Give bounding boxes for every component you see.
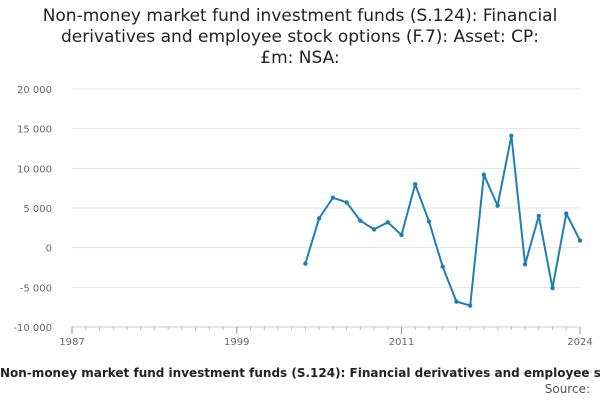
y-tick-label: 20 000: [17, 85, 52, 96]
data-point: [522, 262, 528, 267]
data-point: [385, 220, 390, 225]
y-tick-label: -5 000: [20, 283, 52, 294]
data-point: [316, 216, 322, 221]
data-point: [509, 133, 514, 139]
y-tick-label: -10 000: [13, 323, 52, 334]
series-line: [304, 134, 581, 307]
y-tick-label: 5 000: [23, 204, 52, 215]
data-point: [564, 211, 569, 216]
data-point: [344, 200, 349, 205]
data-point: [399, 232, 404, 238]
data-point: [303, 261, 308, 266]
data-point: [577, 238, 583, 243]
chart-caption: Non-money market fund investment funds (…: [0, 366, 600, 380]
data-point: [330, 195, 336, 200]
chart-title-line-3: £m: NSA:: [260, 48, 340, 68]
data-point: [426, 219, 432, 224]
chart-title-line-2: derivatives and employee stock options (…: [61, 27, 539, 47]
x-tick-label: 1987: [59, 337, 84, 348]
data-point: [550, 285, 555, 291]
x-tick-label: 2024: [567, 337, 592, 348]
source-label: Source:: [544, 382, 590, 396]
y-tick-label: 10 000: [17, 164, 52, 175]
axes: 20 000 15 000 10 000 5 000 0 -5 000 -10 000 198…: [13, 85, 592, 348]
data-point: [440, 264, 445, 269]
data-point: [467, 303, 473, 308]
y-tick-label: 15 000: [17, 125, 52, 136]
chart-title: Non-money market fund investment funds (…: [0, 6, 600, 69]
data-point: [413, 182, 418, 187]
data-point: [481, 172, 487, 177]
data-point: [358, 218, 363, 223]
y-tick-label: 0: [46, 244, 52, 255]
data-point: [454, 299, 459, 304]
chart-title-line-1: Non-money market fund investment funds (…: [42, 6, 558, 26]
data-point: [536, 213, 542, 219]
x-tick-label: 1999: [224, 337, 249, 348]
data-point: [371, 227, 377, 232]
data-point: [495, 203, 500, 208]
series: [303, 133, 583, 308]
x-tick-label: 2011: [389, 337, 414, 348]
